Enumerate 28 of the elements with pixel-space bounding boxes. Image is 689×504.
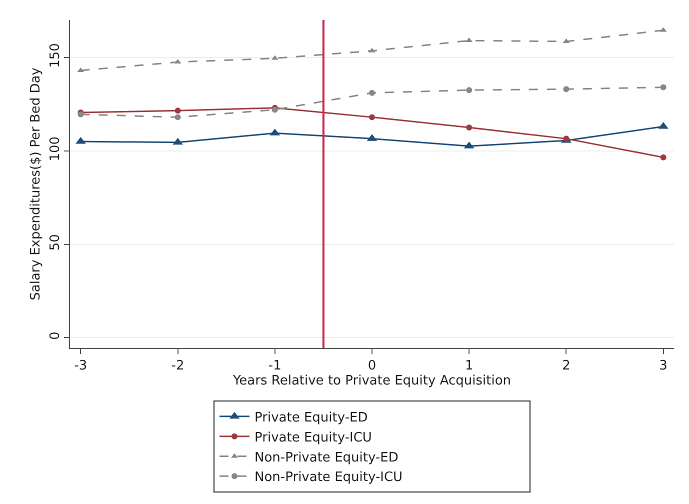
y-axis-title: Salary Expenditures($) Per Bed Day [28,67,44,300]
point [369,114,375,120]
point [466,87,472,94]
x-tick-label: 2 [562,358,570,374]
legend-label: Private Equity-ED [254,410,368,426]
point [660,84,666,90]
x-tick-label: -2 [171,358,184,374]
point [369,90,375,96]
point [466,124,472,130]
point [368,48,376,52]
point [172,138,183,145]
y-tick-label: 50 [48,234,63,251]
x-tick-label: -3 [74,358,88,374]
legend-label: Non-Private Equity-ED [254,450,398,466]
x-tick-label: -1 [268,358,282,374]
point [563,86,570,92]
point [174,114,181,120]
point [174,108,181,114]
legend-label: Non-Private Equity-ICU [254,470,403,486]
point [660,154,666,160]
y-tick-label: 100 [48,136,63,162]
x-tick-label: 3 [659,358,668,374]
x-tick-label: 0 [368,358,376,374]
legend-label: Private Equity-ICU [254,430,372,446]
y-tick-label: 0 [48,332,63,340]
y-tick-label: 150 [48,43,63,68]
x-axis-title: Years Relative to Private Equity Acquisition [232,374,512,389]
x-tick-label: 1 [464,358,474,374]
